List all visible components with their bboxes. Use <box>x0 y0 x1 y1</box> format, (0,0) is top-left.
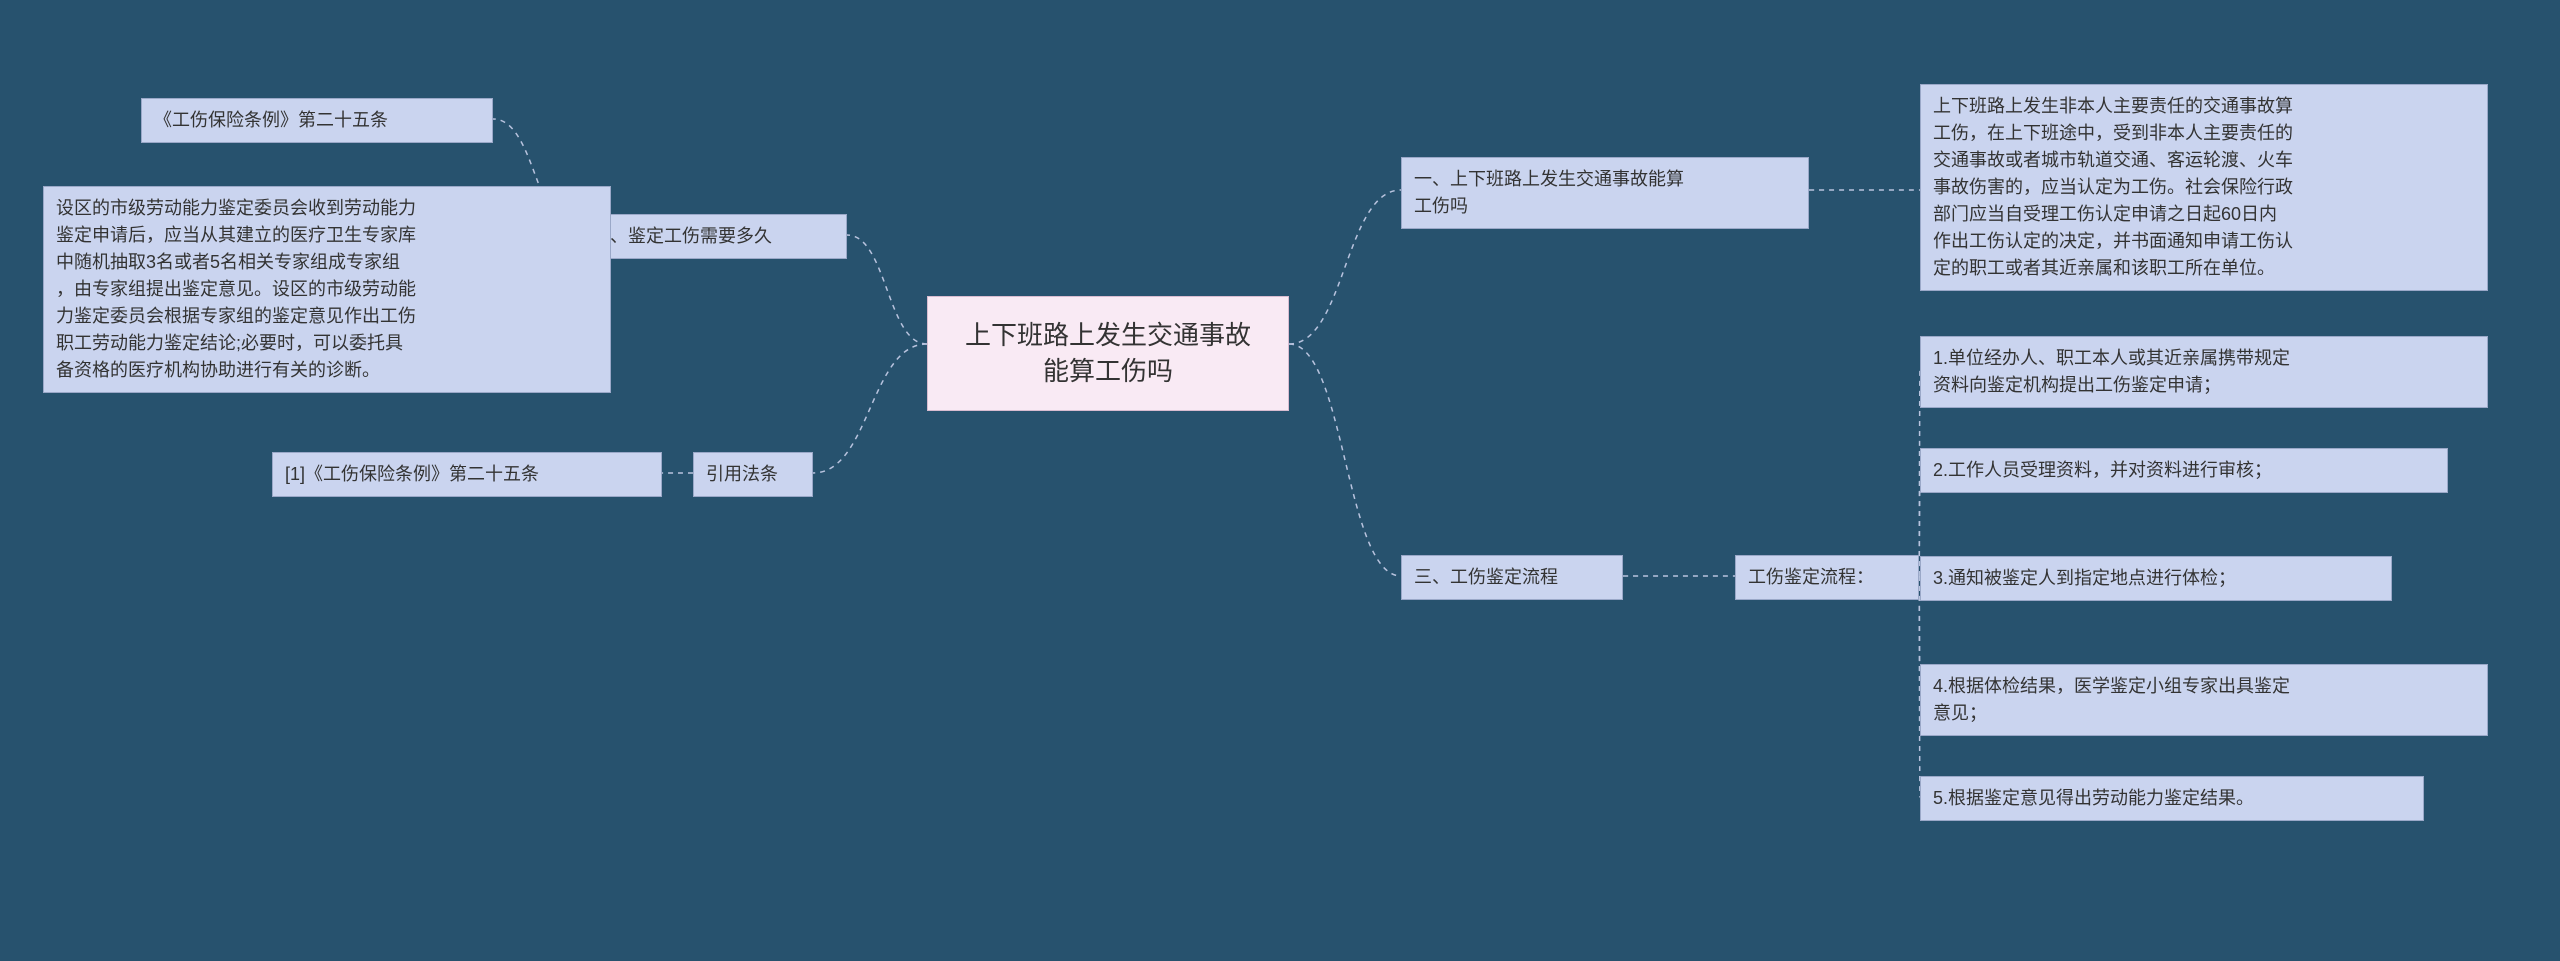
node-text: [1]《工伤保险条例》第二十五条 <box>285 464 539 484</box>
node-text: 3.通知被鉴定人到指定地点进行体检； <box>1933 568 2236 588</box>
mindmap-root[interactable]: 上下班路上发生交通事故 能算工伤吗 <box>927 296 1289 411</box>
mindmap-node[interactable]: 工伤鉴定流程： <box>1735 555 1919 600</box>
node-text: 2.工作人员受理资料，并对资料进行审核； <box>1933 460 2272 480</box>
connector-edge <box>813 344 927 473</box>
node-text: 引用法条 <box>706 464 778 484</box>
mindmap-node[interactable]: 3.通知被鉴定人到指定地点进行体检； <box>1920 556 2392 601</box>
mindmap-node[interactable]: 设区的市级劳动能力鉴定委员会收到劳动能力 鉴定申请后，应当从其建立的医疗卫生专家… <box>43 186 611 393</box>
node-text: 一、上下班路上发生交通事故能算 工伤吗 <box>1414 169 1684 216</box>
node-text: 三、工伤鉴定流程 <box>1414 567 1558 587</box>
mindmap-node[interactable]: [1]《工伤保险条例》第二十五条 <box>272 452 662 497</box>
mindmap-node[interactable]: 三、工伤鉴定流程 <box>1401 555 1623 600</box>
mindmap-node[interactable]: 二、鉴定工伤需要多久 <box>579 214 847 259</box>
connector-edge <box>1289 190 1401 344</box>
node-text: 上下班路上发生交通事故 能算工伤吗 <box>965 320 1251 386</box>
mindmap-node[interactable]: 1.单位经办人、职工本人或其近亲属携带规定 资料向鉴定机构提出工伤鉴定申请； <box>1920 336 2488 408</box>
node-text: 设区的市级劳动能力鉴定委员会收到劳动能力 鉴定申请后，应当从其建立的医疗卫生专家… <box>56 198 416 380</box>
mindmap-node[interactable]: 5.根据鉴定意见得出劳动能力鉴定结果。 <box>1920 776 2424 821</box>
node-text: 工伤鉴定流程： <box>1748 567 1874 587</box>
node-text: 1.单位经办人、职工本人或其近亲属携带规定 资料向鉴定机构提出工伤鉴定申请； <box>1933 348 2290 395</box>
node-text: 5.根据鉴定意见得出劳动能力鉴定结果。 <box>1933 788 2254 808</box>
mindmap-node[interactable]: 一、上下班路上发生交通事故能算 工伤吗 <box>1401 157 1809 229</box>
node-text: 二、鉴定工伤需要多久 <box>592 226 772 246</box>
connector-edge <box>1289 344 1401 576</box>
mindmap-node[interactable]: 《工伤保险条例》第二十五条 <box>141 98 493 143</box>
connector-edge <box>847 235 927 344</box>
mindmap-node[interactable]: 4.根据体检结果，医学鉴定小组专家出具鉴定 意见； <box>1920 664 2488 736</box>
node-text: 4.根据体检结果，医学鉴定小组专家出具鉴定 意见； <box>1933 676 2290 723</box>
mindmap-node[interactable]: 引用法条 <box>693 452 813 497</box>
mindmap-node[interactable]: 2.工作人员受理资料，并对资料进行审核； <box>1920 448 2448 493</box>
mindmap-node[interactable]: 上下班路上发生非本人主要责任的交通事故算 工伤，在上下班途中，受到非本人主要责任… <box>1920 84 2488 291</box>
node-text: 《工伤保险条例》第二十五条 <box>154 110 388 130</box>
node-text: 上下班路上发生非本人主要责任的交通事故算 工伤，在上下班途中，受到非本人主要责任… <box>1933 96 2293 278</box>
